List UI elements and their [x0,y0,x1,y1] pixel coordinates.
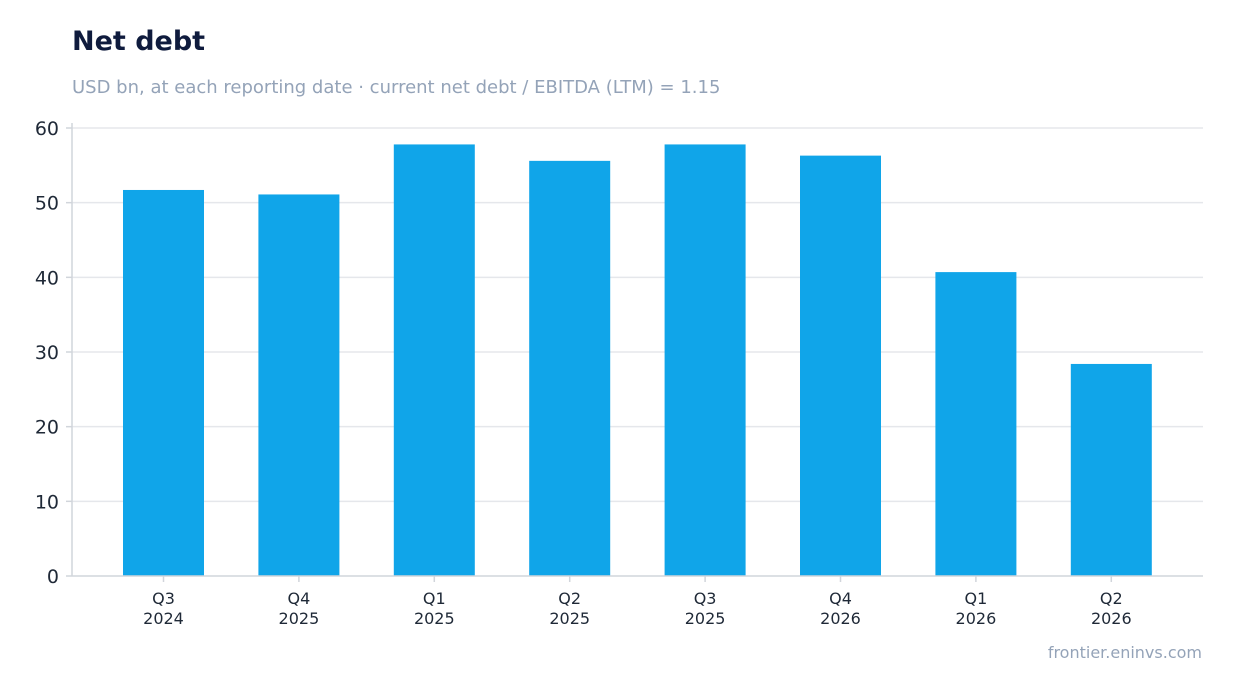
x-tick-label: Q1 [423,589,446,608]
bar [800,155,881,577]
y-tick-label: 60 [35,118,59,140]
x-tick-label: Q1 [965,589,988,608]
chart-subtitle: USD bn, at each reporting date · current… [72,77,721,98]
x-tick-label: 2024 [143,609,184,628]
x-tick-label: Q4 [288,589,311,608]
x-tick-label: 2026 [820,609,861,628]
y-tick-label: 10 [35,491,59,513]
x-tick-label: 2025 [549,609,590,628]
bars [123,144,1152,577]
x-tick-label: 2025 [279,609,320,628]
x-tick-label: Q2 [558,589,581,608]
y-tick-label: 20 [35,417,59,439]
x-tick-label: 2025 [414,609,455,628]
y-tick-labels: 0 10 20 30 40 50 60 [35,118,59,588]
axes [66,123,1203,582]
x-tick-label: Q2 [1100,589,1123,608]
x-tick-labels: Q32024Q42025Q12025Q22025Q32025Q42026Q120… [143,589,1132,628]
x-tick-label: Q3 [694,589,717,608]
bar [258,194,340,576]
x-tick-label: Q4 [829,589,852,608]
y-tick-label: 0 [47,566,59,588]
bar [1070,363,1152,576]
bar [123,189,204,576]
y-tick-label: 30 [35,342,59,364]
bar [529,160,611,576]
bar [664,144,746,576]
x-tick-label: 2026 [1091,609,1132,628]
y-tick-label: 40 [35,267,59,289]
bar [935,272,1017,576]
gridlines [72,127,1203,503]
y-tick-label: 50 [35,193,59,215]
x-tick-label: 2026 [956,609,997,628]
x-tick-label: 2025 [685,609,726,628]
chart-title: Net debt [72,26,206,57]
bar [393,144,475,576]
x-tick-label: Q3 [152,589,175,608]
source-credit: frontier.eninvs.com [1047,643,1202,662]
